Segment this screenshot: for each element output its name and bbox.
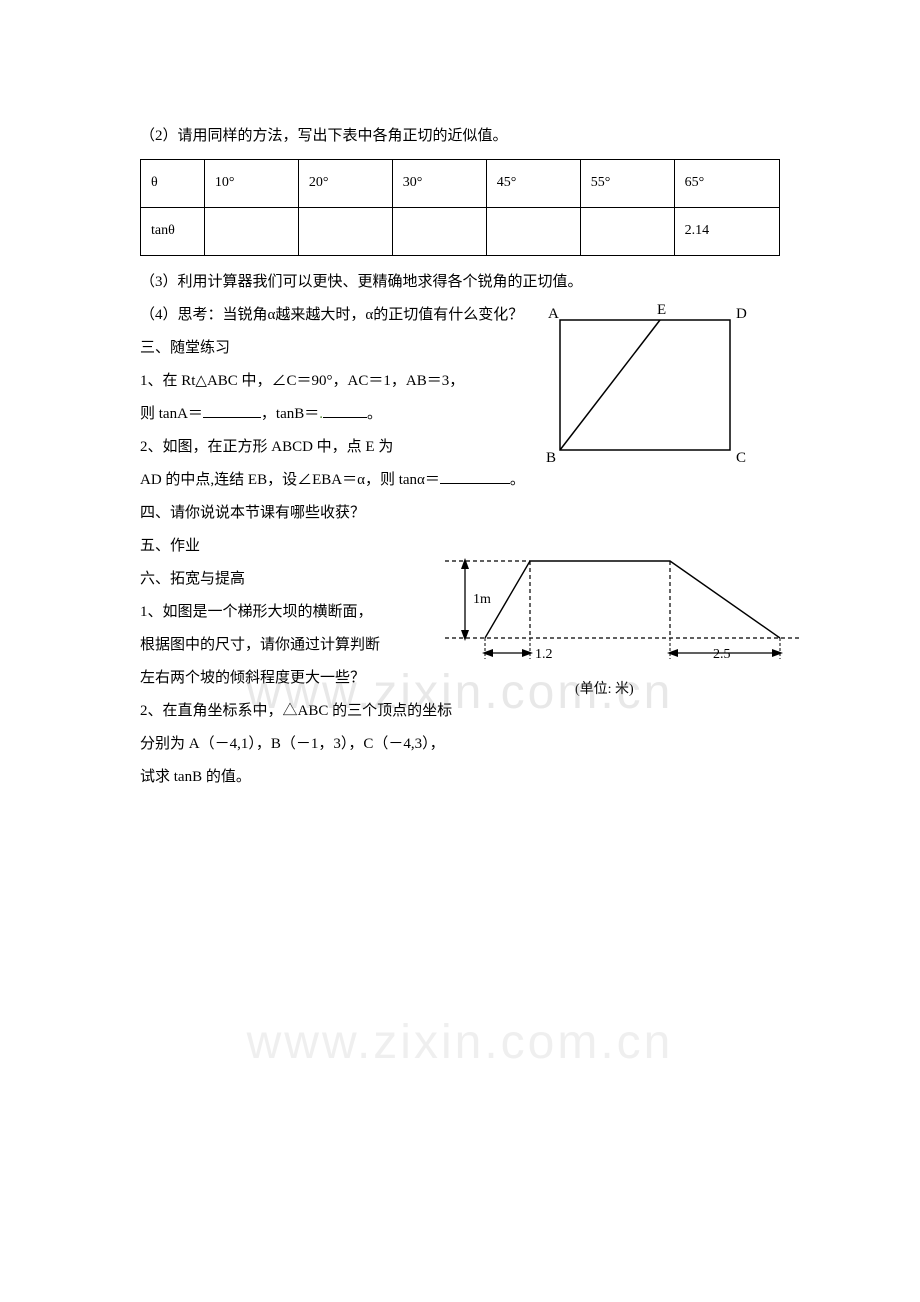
arrow-left2-icon — [667, 649, 678, 657]
td-20 — [298, 207, 392, 255]
th-30: 30° — [392, 160, 486, 208]
s3-q1-b-pre: 则 tanA＝ — [140, 406, 203, 422]
label-1m: 1m — [473, 592, 491, 607]
s3-q1-b-suf: 。 — [367, 406, 382, 422]
label-b: B — [546, 450, 556, 466]
th-theta: θ — [141, 160, 205, 208]
label-a: A — [548, 306, 559, 322]
td-10 — [204, 207, 298, 255]
td-45 — [486, 207, 580, 255]
th-20: 20° — [298, 160, 392, 208]
table-row: tanθ 2.14 — [141, 207, 780, 255]
square-figure: A E D B C — [540, 300, 760, 488]
blank-tan-alpha — [440, 468, 510, 484]
label-2p5: 2.5 — [713, 647, 731, 662]
s6-q2-c: 试求 tanB 的值。 — [140, 761, 780, 794]
watermark-2: www.zixin.com.cn — [247, 990, 674, 1096]
trap-outline — [485, 561, 780, 638]
th-45: 45° — [486, 160, 580, 208]
s6-q2-b: 分别为 A（－4,1），B（－1，3），C（－4,3）， — [140, 728, 780, 761]
arrow-down-icon — [461, 630, 469, 641]
s3-q1-b-mid: ，tanB＝ — [261, 406, 319, 422]
s3-q2-b-suf: 。 — [510, 472, 525, 488]
label-d: D — [736, 306, 747, 322]
square-svg: A E D B C — [540, 300, 760, 475]
trapezoid-figure: 1m 1.2 2.5 (单位: 米) — [445, 543, 805, 726]
arrow-right1-icon — [522, 649, 533, 657]
tan-table: θ 10° 20° 30° 45° 55° 65° tanθ 2.14 — [140, 159, 780, 256]
arrow-left1-icon — [482, 649, 493, 657]
s3-q2-b-pre: AD 的中点,连结 EB，设∠EBA＝α，则 tanα＝ — [140, 472, 440, 488]
arrow-up-icon — [461, 558, 469, 569]
label-e: E — [657, 302, 666, 318]
label-c: C — [736, 450, 746, 466]
td-tan: tanθ — [141, 207, 205, 255]
q2-intro: （2）请用同样的方法，写出下表中各角正切的近似值。 — [140, 120, 780, 153]
s4: 四、请你说说本节课有哪些收获？ — [140, 497, 780, 530]
td-30 — [392, 207, 486, 255]
label-unit: (单位: 米) — [575, 681, 634, 697]
line-be — [560, 320, 660, 450]
trap-svg: 1m 1.2 2.5 (单位: 米) — [445, 543, 805, 713]
q3: （3）利用计算器我们可以更快、更精确地求得各个锐角的正切值。 — [140, 266, 780, 299]
label-1p2: 1.2 — [535, 647, 553, 662]
th-55: 55° — [580, 160, 674, 208]
td-65: 2.14 — [674, 207, 779, 255]
td-55 — [580, 207, 674, 255]
th-10: 10° — [204, 160, 298, 208]
th-65: 65° — [674, 160, 779, 208]
arrow-right2-icon — [772, 649, 783, 657]
table-header-row: θ 10° 20° 30° 45° 55° 65° — [141, 160, 780, 208]
blank-tanA — [203, 402, 261, 418]
blank-tanB — [323, 402, 367, 418]
